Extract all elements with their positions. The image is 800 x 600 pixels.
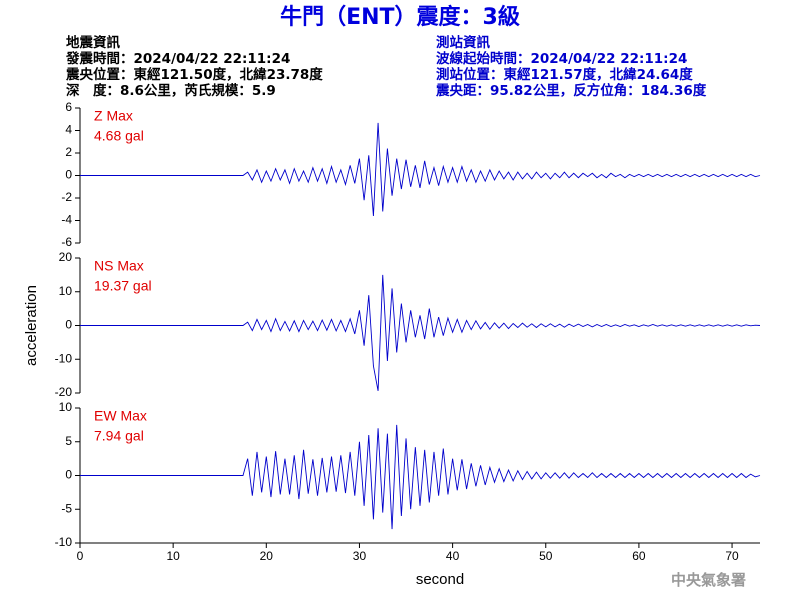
x-tick-label: 30 <box>353 549 367 563</box>
y-tick-label: -10 <box>55 351 73 365</box>
max-annotation: 7.94 gal <box>94 428 144 444</box>
waveform <box>80 424 761 530</box>
info-left: 深 度：8.6公里，芮氏規模：5.9 <box>66 82 276 99</box>
info-left: 發震時間：2024/04/22 22:11:24 <box>65 50 290 67</box>
y-tick-label: 0 <box>65 318 72 332</box>
agency: 中央氣象署 <box>671 571 746 589</box>
x-tick-label: 60 <box>632 549 646 563</box>
max-annotation: Z Max <box>94 108 133 124</box>
waveform <box>80 122 761 217</box>
y-tick-label: -20 <box>55 385 73 399</box>
x-tick-label: 0 <box>77 549 84 563</box>
y-tick-label: -4 <box>61 213 72 227</box>
info-right: 震央距：95.82公里，反方位角：184.36度 <box>435 82 707 99</box>
y-tick-label: -10 <box>55 535 73 549</box>
waveform <box>80 274 761 391</box>
y-tick-label: 4 <box>65 123 72 137</box>
x-axis-label: second <box>416 571 464 588</box>
y-tick-label: 10 <box>59 284 73 298</box>
y-tick-label: 6 <box>65 100 72 114</box>
y-tick-label: -5 <box>61 501 72 515</box>
info-right: 測站位置：東經121.57度，北緯24.64度 <box>436 66 693 83</box>
info-right: 測站資訊 <box>436 34 490 51</box>
max-annotation: EW Max <box>94 408 147 424</box>
max-annotation: NS Max <box>94 258 144 274</box>
y-tick-label: 10 <box>59 400 73 414</box>
y-axis-label: acceleration <box>23 285 40 366</box>
x-tick-label: 10 <box>166 549 180 563</box>
x-tick-label: 20 <box>260 549 274 563</box>
y-tick-label: -6 <box>61 235 72 249</box>
x-tick-label: 70 <box>725 549 739 563</box>
info-right: 波線起始時間：2024/04/22 22:11:24 <box>436 50 687 67</box>
y-tick-label: 0 <box>65 468 72 482</box>
x-tick-label: 40 <box>446 549 460 563</box>
y-tick-label: 5 <box>65 434 72 448</box>
title: 牛門（ENT）震度：3級 <box>280 4 520 30</box>
x-tick-label: 50 <box>539 549 553 563</box>
info-left: 震央位置：東經121.50度，北緯23.78度 <box>65 66 323 83</box>
info-left: 地震資訊 <box>66 34 120 51</box>
max-annotation: 4.68 gal <box>94 128 144 144</box>
y-tick-label: 20 <box>59 250 73 264</box>
y-tick-label: 2 <box>65 145 72 159</box>
y-tick-label: 0 <box>65 168 72 182</box>
max-annotation: 19.37 gal <box>94 278 152 294</box>
y-tick-label: -2 <box>61 190 72 204</box>
